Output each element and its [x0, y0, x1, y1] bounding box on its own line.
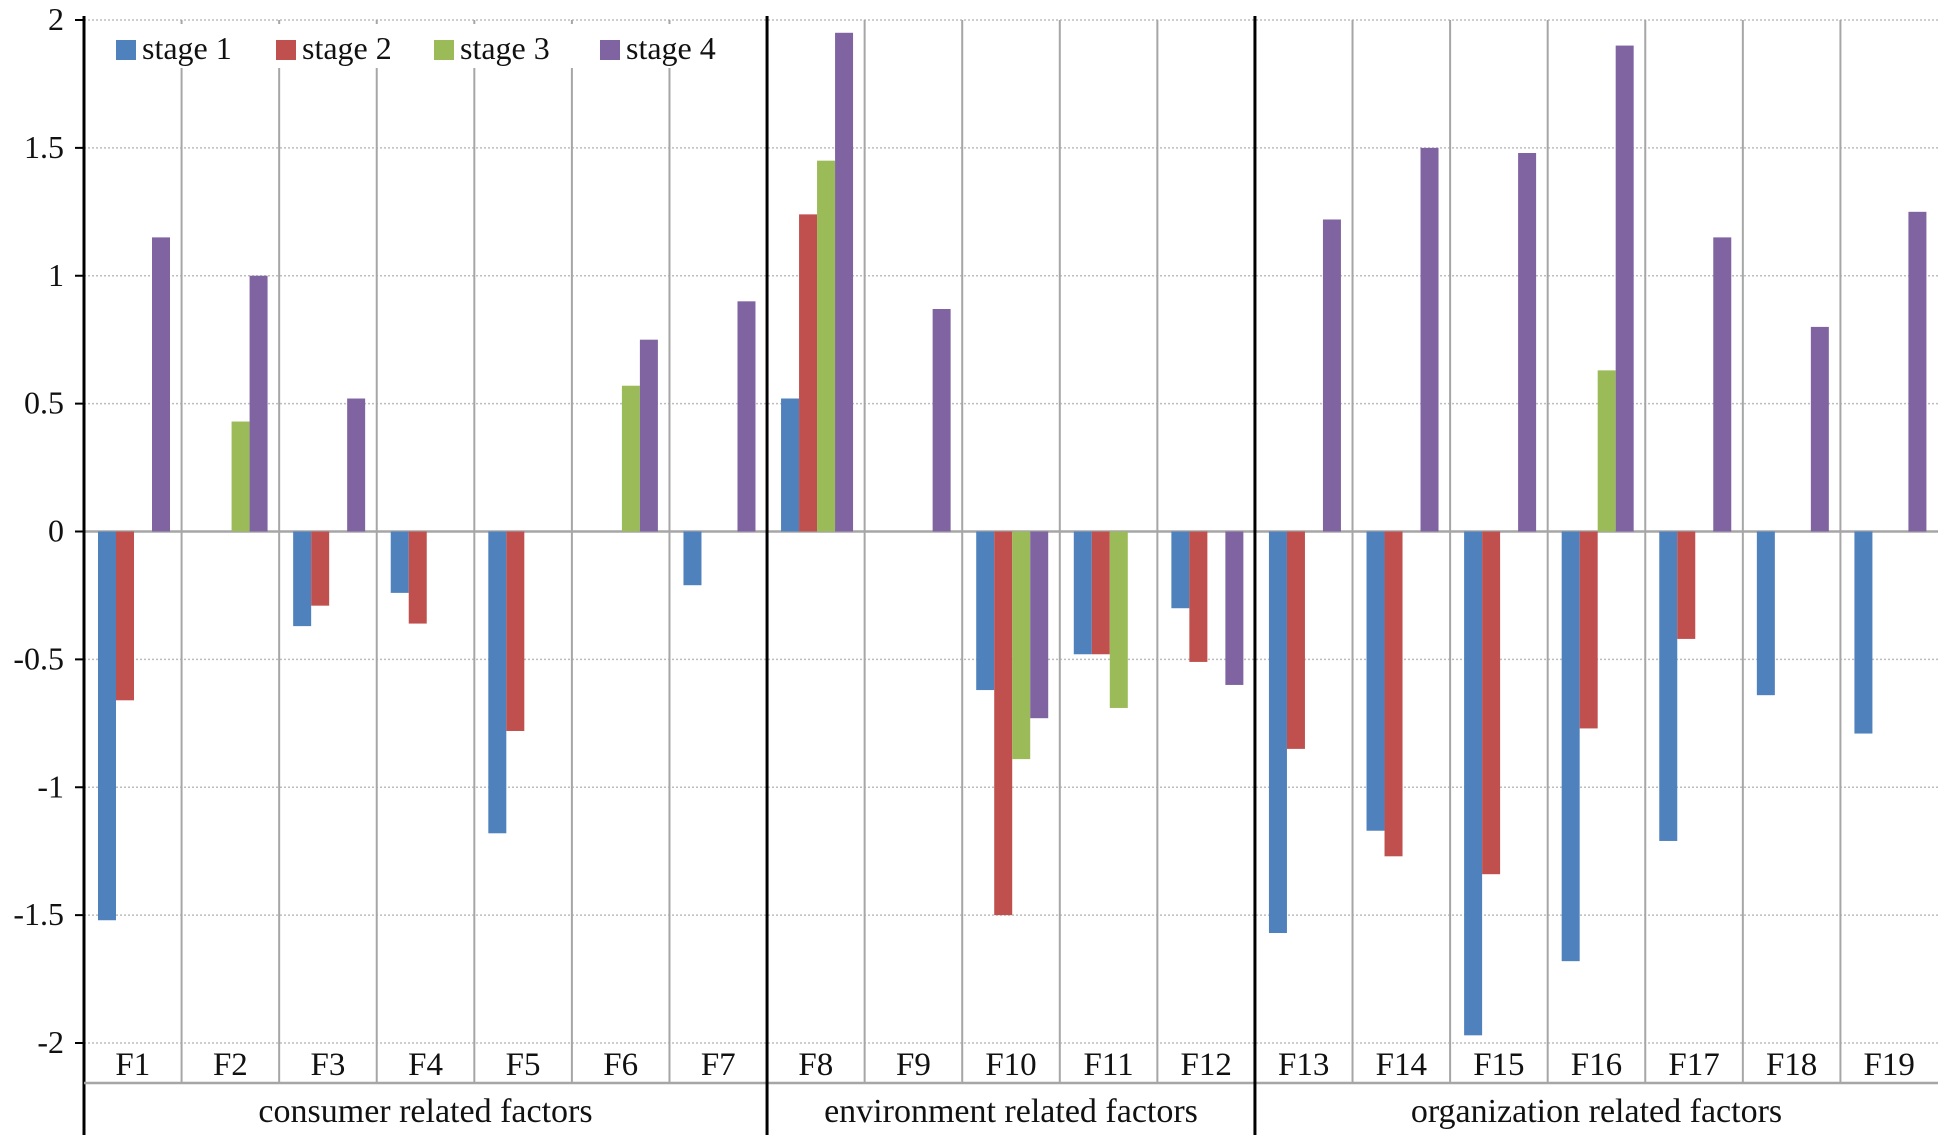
bar-stage-2-F12	[1189, 531, 1208, 662]
x-tick-label: F2	[213, 1047, 248, 1083]
x-tick-label: F4	[408, 1047, 443, 1083]
y-tick-label: 0	[48, 513, 64, 549]
bar-stage-2-F14	[1384, 531, 1403, 857]
legend-label: stage 4	[626, 30, 716, 66]
bar-stage-4-F17	[1713, 237, 1732, 532]
bar-stage-2-F8	[799, 214, 818, 532]
x-tick-label: F12	[1180, 1047, 1231, 1083]
x-tick-label: F9	[896, 1047, 931, 1083]
bar-stage-2-F11	[1091, 531, 1110, 655]
bar-stage-4-F12	[1225, 531, 1244, 685]
bar-stage-2-F10	[994, 531, 1013, 916]
bar-stage-2-F3	[311, 531, 330, 606]
y-tick-label: -1	[37, 768, 64, 804]
bar-stage-4-F3	[347, 398, 366, 532]
bar-stage-4-F10	[1030, 531, 1049, 719]
bar-stage-1-F3	[293, 531, 312, 627]
bar-stage-4-F6	[639, 339, 658, 532]
bar-stage-1-F19	[1854, 531, 1873, 734]
y-tick-label: 2	[48, 1, 64, 37]
legend-label: stage 3	[460, 30, 550, 66]
bar-stage-4-F19	[1908, 211, 1927, 532]
bar-stage-1-F11	[1073, 531, 1092, 655]
legend-background	[108, 24, 748, 68]
bar-stage-1-F12	[1171, 531, 1190, 609]
x-tick-label: F16	[1571, 1047, 1622, 1083]
x-tick-label: F19	[1864, 1047, 1915, 1083]
x-tick-label: F10	[985, 1047, 1036, 1083]
bar-stage-1-F5	[488, 531, 507, 834]
bar-stage-1-F13	[1268, 531, 1287, 934]
bar-stage-2-F1	[116, 531, 134, 701]
group-label: environment related factors	[824, 1093, 1198, 1130]
bar-stage-4-F7	[737, 301, 756, 532]
legend-swatch-stage-3	[434, 40, 454, 60]
bar-stage-4-F14	[1420, 147, 1439, 532]
x-tick-label: F1	[115, 1047, 150, 1083]
x-tick-label: F3	[311, 1047, 346, 1083]
x-tick-label: F7	[701, 1047, 736, 1083]
x-tick-label: F18	[1766, 1047, 1817, 1083]
bar-stage-4-F8	[835, 32, 854, 532]
bar-stage-4-F13	[1322, 219, 1341, 532]
x-tick-label: F17	[1668, 1047, 1719, 1083]
bar-stage-4-F1	[152, 237, 170, 532]
y-tick-label: 1.5	[24, 129, 64, 165]
y-tick-label: 0.5	[24, 385, 64, 421]
bar-stage-2-F16	[1579, 531, 1598, 729]
y-tick-label: -1.5	[13, 896, 64, 932]
x-tick-label: F11	[1084, 1047, 1134, 1083]
bar-stage-2-F17	[1677, 531, 1696, 639]
bar-stage-2-F13	[1286, 531, 1305, 749]
legend-label: stage 1	[142, 30, 232, 66]
legend-swatch-stage-4	[600, 40, 620, 60]
bar-stage-1-F1	[98, 531, 116, 921]
bar-stage-1-F17	[1659, 531, 1678, 841]
bar-stage-3-F6	[621, 385, 640, 532]
bar-stage-4-F15	[1518, 152, 1537, 532]
x-tick-label: F8	[798, 1047, 833, 1083]
bar-stage-1-F4	[390, 531, 409, 593]
bar-stage-3-F11	[1109, 531, 1128, 708]
bar-stage-1-F18	[1756, 531, 1775, 696]
x-tick-label: F14	[1376, 1047, 1427, 1083]
y-tick-label: 1	[48, 257, 64, 293]
y-tick-label: -2	[37, 1024, 64, 1060]
legend-label: stage 2	[302, 30, 392, 66]
bar-stage-1-F10	[976, 531, 995, 691]
bar-stage-4-F9	[932, 308, 951, 532]
bar-stage-3-F10	[1012, 531, 1031, 760]
bar-stage-2-F5	[506, 531, 525, 731]
bar-stage-1-F8	[781, 398, 800, 532]
group-label: organization related factors	[1411, 1093, 1782, 1130]
x-tick-label: F15	[1473, 1047, 1524, 1083]
legend-swatch-stage-1	[116, 40, 136, 60]
bar-stage-1-F16	[1561, 531, 1580, 962]
x-tick-label: F5	[506, 1047, 541, 1083]
bar-stage-1-F15	[1464, 531, 1483, 1036]
legend-swatch-stage-2	[276, 40, 296, 60]
bar-stage-3-F2	[231, 421, 250, 532]
bar-stage-4-F16	[1615, 45, 1634, 532]
bar-stage-1-F7	[683, 531, 702, 586]
x-tick-label: F13	[1278, 1047, 1329, 1083]
x-tick-label: F6	[603, 1047, 638, 1083]
bar-stage-2-F15	[1482, 531, 1501, 875]
y-tick-label: -0.5	[13, 640, 64, 676]
group-label: consumer related factors	[258, 1093, 592, 1130]
bar-stage-4-F18	[1810, 326, 1829, 532]
bar-stage-4-F2	[249, 275, 268, 532]
bar-stage-3-F8	[817, 160, 836, 532]
bar-stage-2-F4	[408, 531, 427, 624]
bar-stage-3-F16	[1597, 370, 1616, 532]
bar-stage-1-F14	[1366, 531, 1385, 831]
